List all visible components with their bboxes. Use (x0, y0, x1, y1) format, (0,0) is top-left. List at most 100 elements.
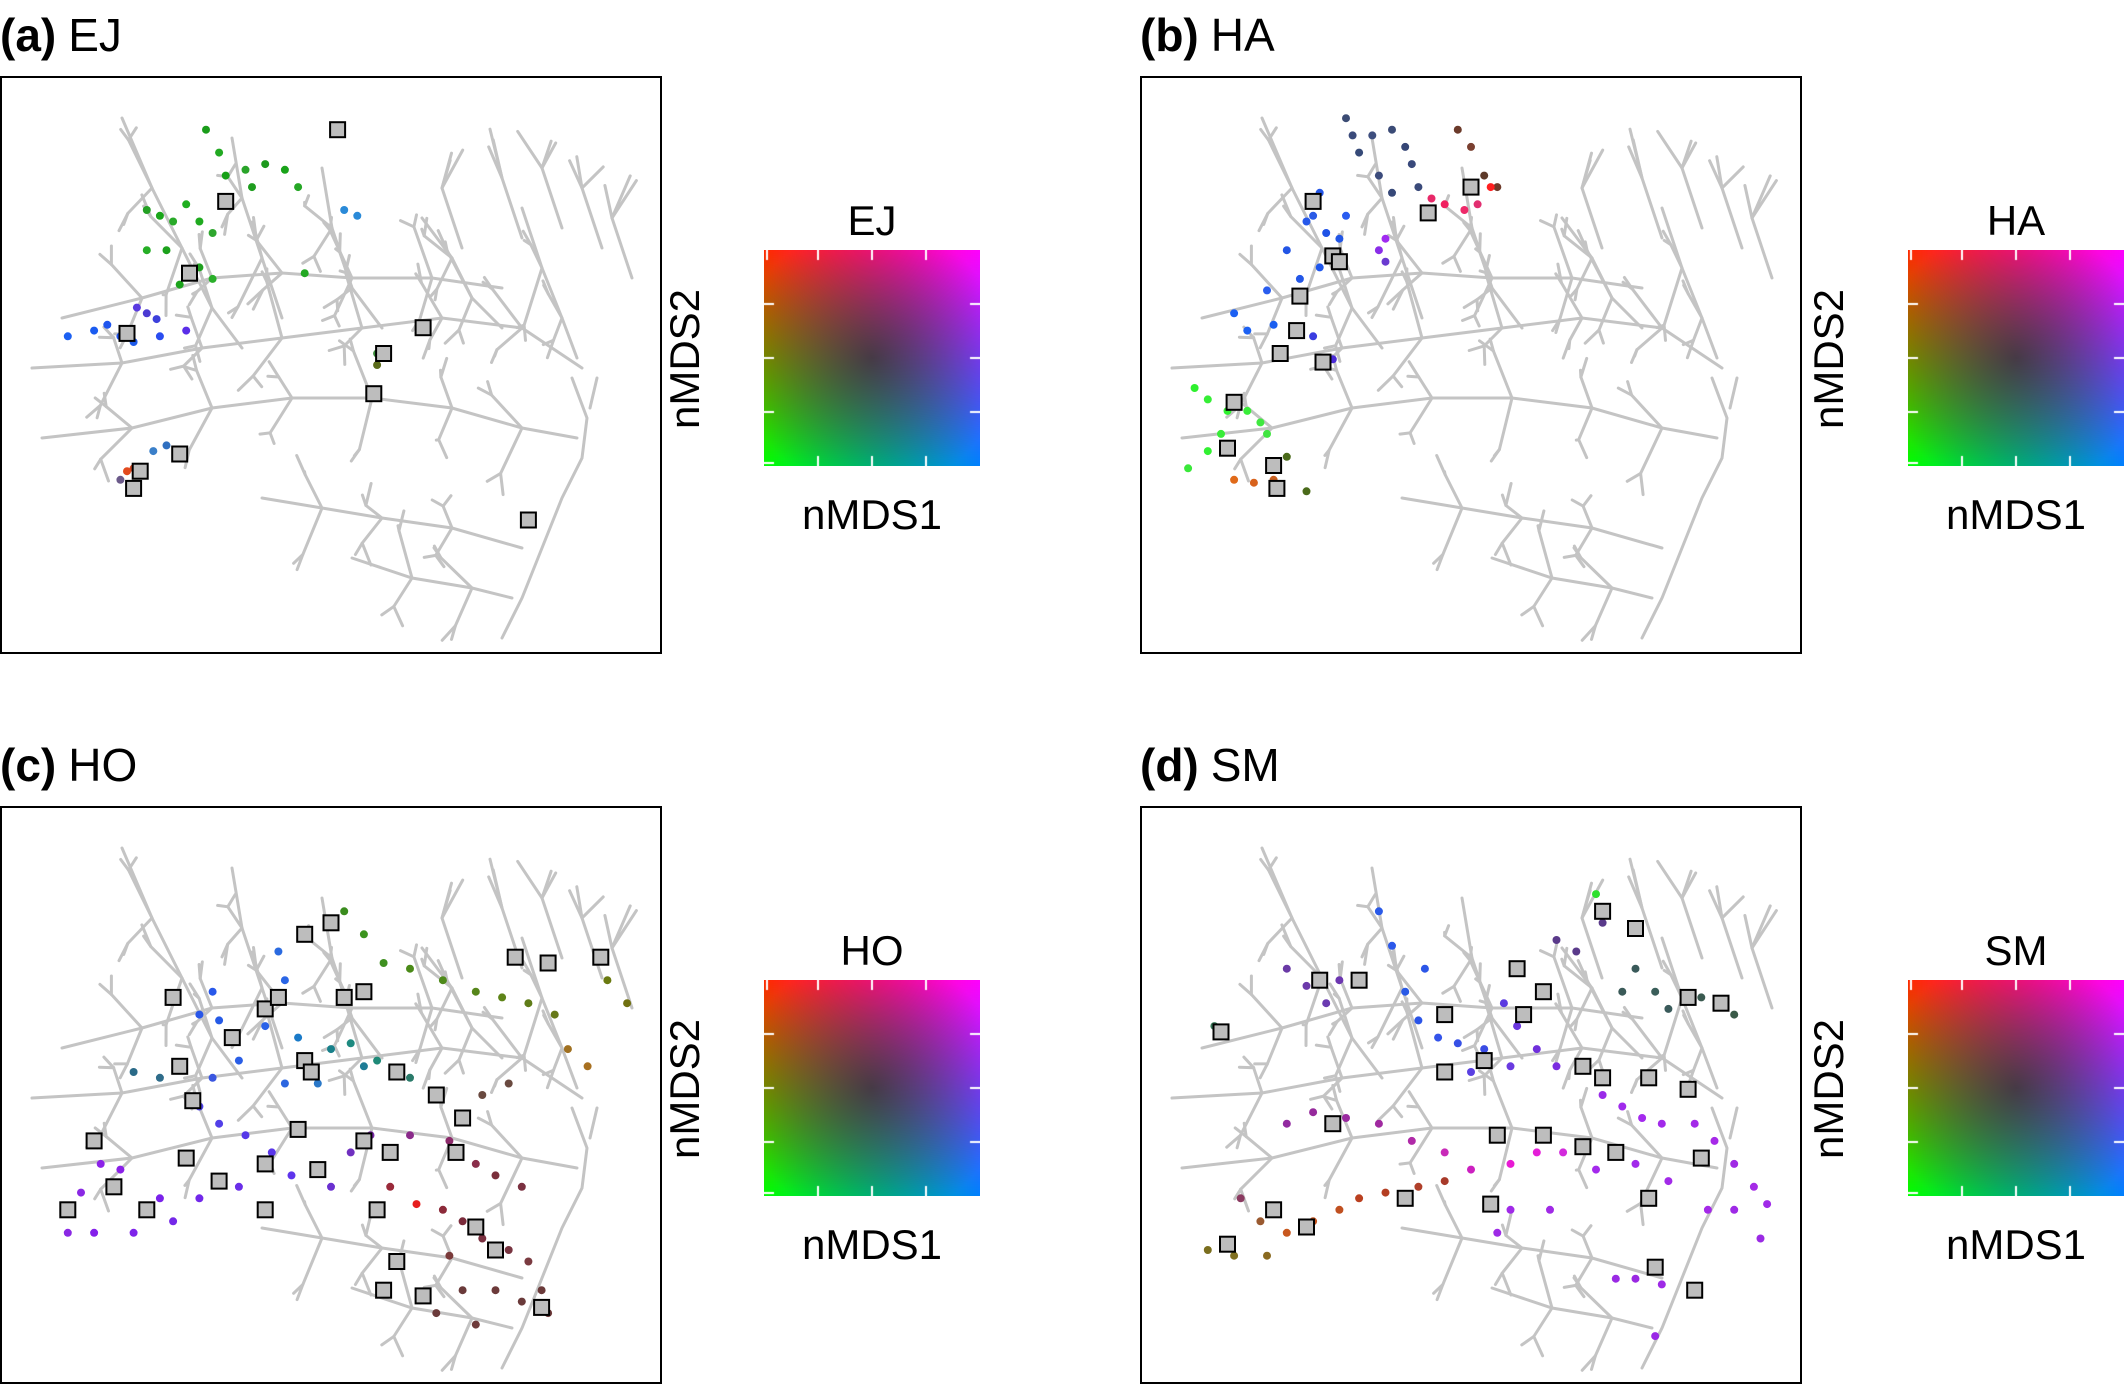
river-line (251, 288, 265, 311)
river-line (1520, 576, 1554, 617)
river-line (1681, 1009, 1690, 1026)
site-point (1664, 1004, 1673, 1013)
river-line (1408, 431, 1416, 445)
sample-site-marker (454, 1109, 472, 1127)
river-line (1561, 1068, 1572, 1090)
site-point (1690, 1119, 1699, 1128)
site-point (116, 475, 125, 484)
river-line (1554, 318, 1562, 334)
map-frame (1140, 806, 1802, 1384)
river-line (102, 391, 108, 409)
site-point (1618, 987, 1627, 996)
river-line (588, 1106, 599, 1140)
river-line (1493, 1246, 1524, 1286)
site-point (1710, 1136, 1719, 1145)
site-point (517, 1182, 526, 1191)
river-line (427, 1046, 444, 1081)
legend-title: HO (840, 927, 904, 974)
site-point (438, 1205, 447, 1214)
site-point (1282, 452, 1291, 461)
river-line (396, 524, 414, 580)
river-line (1225, 1091, 1264, 1149)
river-line (1580, 586, 1614, 642)
river-line (1170, 1046, 1724, 1100)
river-line (1488, 1067, 1495, 1083)
legend-color-square (1908, 980, 2124, 1196)
river-line (1560, 216, 1644, 330)
river-line (1590, 1354, 1597, 1371)
river-line (1640, 906, 1664, 970)
river-line (420, 946, 504, 1060)
river-line (303, 1200, 324, 1240)
legend-x-label: nMDS1 (1945, 1221, 2087, 1268)
river-network-map (1170, 114, 1778, 642)
site-point (379, 959, 388, 967)
sample-site-marker (1298, 1218, 1315, 1236)
site-point (248, 183, 256, 192)
site-point (1440, 1177, 1449, 1186)
river-line (430, 498, 454, 530)
river-line (603, 184, 614, 220)
river-line (40, 1126, 579, 1170)
river-line (1579, 1086, 1589, 1109)
site-point (1749, 1182, 1758, 1191)
river-line (102, 325, 116, 340)
river-line (251, 1104, 264, 1119)
river-line (1391, 288, 1405, 311)
river-line (1259, 858, 1294, 920)
river-line (1639, 1201, 1645, 1227)
sample-site-marker (1712, 994, 1730, 1012)
river-line (258, 396, 294, 436)
river-line (1660, 936, 1719, 1090)
river-line (1750, 946, 1774, 1010)
site-point (77, 1188, 85, 1197)
site-point (1381, 257, 1390, 266)
site-point (359, 930, 368, 939)
river-line (1490, 1286, 1654, 1330)
river-line (545, 338, 555, 360)
river-line (1720, 895, 1745, 920)
site-point (1401, 987, 1410, 996)
sample-site-marker (427, 1086, 445, 1104)
site-point (1249, 478, 1258, 487)
river-line (516, 859, 544, 900)
site-point (353, 211, 362, 220)
river-line (1267, 856, 1278, 872)
site-point (1263, 286, 1271, 295)
river-line (485, 1156, 524, 1213)
river-line (1237, 1065, 1264, 1095)
site-point (1302, 981, 1311, 990)
river-line (183, 1178, 191, 1200)
river-line (433, 1017, 439, 1032)
river-line (1680, 139, 1693, 170)
river-line (127, 856, 138, 872)
sample-site-marker (1508, 960, 1526, 978)
sample-site-marker (256, 1155, 274, 1173)
site-point (603, 976, 612, 985)
river-line (486, 380, 494, 397)
river-line (1631, 868, 1644, 910)
river-line (1573, 287, 1579, 302)
site-point (195, 217, 204, 226)
site-point (208, 1073, 217, 1082)
river-line (422, 946, 429, 968)
site-point (1309, 332, 1318, 341)
site-point (1256, 418, 1265, 427)
site-point (1203, 395, 1212, 404)
site-point (1506, 1062, 1515, 1071)
legend-color-square (1908, 250, 2124, 466)
river-line (1493, 516, 1524, 556)
river-line (1475, 298, 1480, 313)
site-point (1282, 1228, 1291, 1237)
sample-site-marker (105, 1178, 123, 1196)
sample-site-marker (1265, 1201, 1283, 1219)
river-line (1435, 552, 1445, 572)
sample-site-marker (125, 479, 143, 497)
site-point (583, 1062, 592, 1071)
river-line (1720, 165, 1745, 190)
river-line (1583, 240, 1614, 300)
sample-site-marker (1219, 1235, 1236, 1253)
river-line (353, 1246, 384, 1286)
site-point (208, 274, 217, 283)
site-point (155, 1073, 164, 1082)
